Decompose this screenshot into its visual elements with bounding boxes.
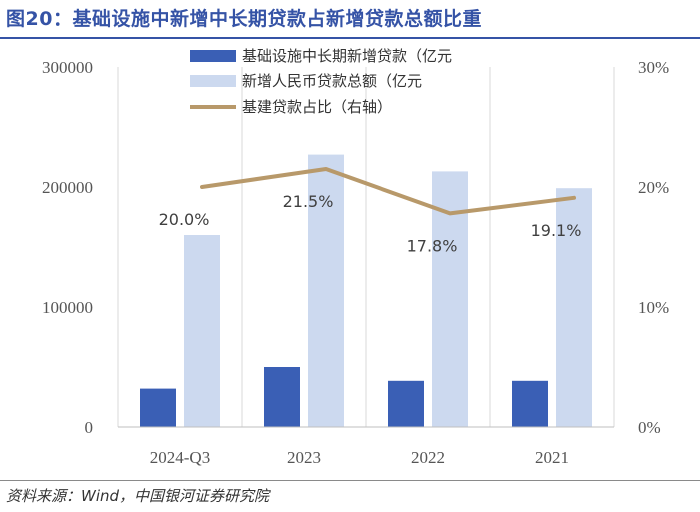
source-note: 资料来源：Wind，中国银河证券研究院: [6, 487, 270, 505]
infra-loan-bar: [512, 380, 548, 427]
legend-swatch-total-loan: [190, 75, 236, 87]
ratio-data-label: 17.8%: [407, 236, 458, 255]
title-rule: [0, 37, 700, 39]
legend-label-ratio: 基建贷款占比（右轴）: [242, 98, 392, 116]
infra-loan-bar: [264, 367, 300, 427]
total-loan-bar: [184, 235, 220, 427]
right-axis-tick-label: 0%: [638, 418, 661, 437]
infra-loan-bar: [388, 380, 424, 427]
ratio-data-label: 21.5%: [283, 192, 334, 211]
left-axis-tick-label: 200000: [42, 178, 93, 197]
right-axis-tick-label: 20%: [638, 178, 669, 197]
left-axis-tick-label: 300000: [42, 58, 93, 77]
figure-title: 图20：基础设施中新增中长期贷款占新增贷款总额比重: [6, 8, 482, 30]
combo-chart: 20.0% 21.5% 17.8% 19.1% 0 100000 200000 300000…: [42, 47, 669, 467]
ratio-data-label: 19.1%: [531, 221, 582, 240]
x-axis-category-label: 2024-Q3: [150, 448, 210, 467]
legend-label-infra-loan: 基础设施中长期新增贷款（亿元: [242, 47, 452, 65]
x-axis-category-label: 2021: [535, 448, 569, 467]
infra-loan-bar: [140, 388, 176, 427]
x-axis-category-label: 2022: [411, 448, 445, 467]
left-axis-tick-label: 0: [85, 418, 94, 437]
total-loan-bar: [308, 154, 344, 427]
ratio-line: [200, 167, 576, 216]
legend-label-total-loan: 新增人民币贷款总额（亿元: [242, 72, 422, 90]
right-axis-tick-label: 10%: [638, 298, 669, 317]
legend-swatch-infra-loan: [190, 50, 236, 62]
left-axis-tick-label: 100000: [42, 298, 93, 317]
ratio-data-label: 20.0%: [159, 210, 210, 229]
source-rule: [0, 480, 700, 481]
total-loan-bar: [556, 188, 592, 427]
x-axis-category-label: 2023: [287, 448, 321, 467]
right-axis-tick-label: 30%: [638, 58, 669, 77]
